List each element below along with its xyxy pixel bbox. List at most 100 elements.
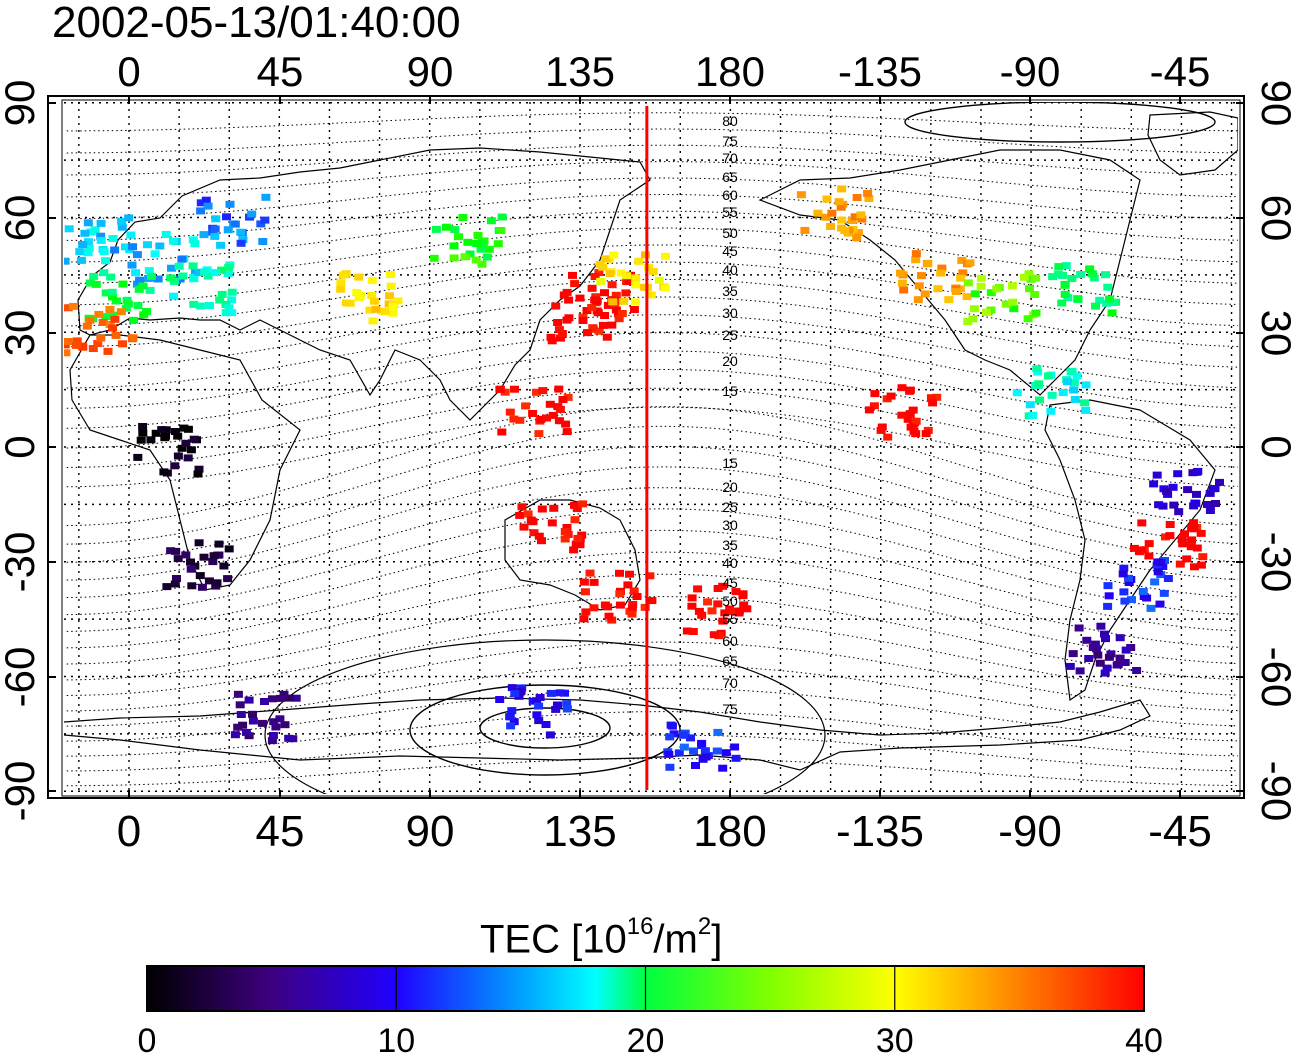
tec-cell [800, 226, 810, 234]
tec-cell [211, 269, 221, 277]
tec-cell [118, 340, 127, 348]
tec-cell [267, 695, 277, 703]
tec-cell [517, 503, 527, 511]
tec-cell [110, 246, 120, 254]
tec-cell [687, 602, 697, 610]
tec-cell [1154, 501, 1164, 509]
tec-cell [187, 582, 197, 590]
tec-cell [341, 299, 351, 307]
tec-cell [713, 585, 723, 592]
tec-cell [76, 256, 86, 264]
tec-cell [1150, 578, 1160, 586]
tec-cell [458, 214, 468, 221]
tec-cell [1193, 467, 1203, 475]
tec-cell [171, 547, 181, 555]
tec-cell [197, 583, 207, 591]
tec-cell [976, 274, 986, 282]
tec-cell [665, 733, 675, 741]
tec-cell [666, 721, 676, 729]
tec-cell [594, 269, 604, 277]
tec-cell [1065, 662, 1075, 670]
tec-cell [646, 291, 656, 299]
contour-label: 60 [722, 187, 738, 203]
tec-cell [280, 721, 290, 729]
tec-cell [1169, 501, 1179, 509]
tec-cell [1186, 543, 1196, 551]
tec-cell [83, 238, 93, 246]
tec-cell [162, 583, 172, 591]
tec-cell [608, 298, 618, 306]
colorbar-tick-label: 40 [1125, 1022, 1163, 1057]
tec-cell [883, 433, 893, 441]
tec-cell [563, 393, 573, 401]
axis-label: -90 [1000, 48, 1061, 95]
tec-cell [90, 226, 100, 234]
tec-cell [596, 277, 606, 285]
tec-cell [548, 411, 558, 419]
tec-cell [1061, 262, 1071, 270]
tec-cell [585, 569, 595, 577]
tec-cell [1091, 302, 1100, 310]
tec-cell [547, 519, 557, 527]
tec-cell [1168, 483, 1178, 491]
tec-cell [1104, 653, 1114, 661]
tec-cell [1001, 300, 1011, 308]
tec-cell [1102, 664, 1112, 672]
tec-cell [720, 609, 730, 617]
tec-cell [170, 580, 180, 588]
tec-cell [224, 545, 234, 553]
tec-cell [555, 689, 565, 697]
tec-cell [712, 747, 722, 755]
tec-cell [1191, 499, 1201, 507]
tec-cell [80, 229, 90, 237]
tec-cell [718, 617, 728, 625]
colorbar-tick-label: 30 [876, 1022, 914, 1057]
tec-cell [926, 394, 936, 402]
tec-cell [108, 235, 118, 242]
tec-cell [161, 230, 171, 238]
tec-cell [189, 300, 199, 308]
tec-cell [1007, 282, 1017, 290]
tec-cell [388, 309, 398, 317]
colorbar-title: TEC [1016/m2] [480, 908, 722, 962]
tec-cell [905, 386, 915, 394]
tec-cell [196, 207, 206, 215]
colorbar-tick-label: 10 [377, 1022, 415, 1057]
tec-cell [1058, 389, 1068, 397]
map-title: 2002-05-13/01:40:00 [52, 0, 461, 47]
tec-cell [211, 215, 221, 223]
tec-cell [89, 272, 99, 280]
tec-cell [689, 747, 698, 755]
tec-cell [1030, 291, 1040, 298]
tec-cell [260, 698, 269, 705]
tec-cell [1137, 519, 1147, 527]
tec-cell [721, 749, 731, 757]
tec-cell [78, 343, 88, 351]
tec-cell [236, 228, 246, 236]
tec-cell [1103, 602, 1113, 610]
tec-cell [465, 250, 475, 258]
tec-cell [850, 213, 860, 221]
tec-cell [210, 225, 220, 233]
tec-cell [1060, 281, 1070, 289]
tec-cell [623, 581, 633, 589]
tec-cell [1057, 299, 1067, 307]
tec-cell [368, 317, 378, 325]
tec-cell [629, 587, 639, 595]
tec-cell [827, 209, 837, 217]
tec-cell [607, 281, 617, 289]
tec-cell [572, 505, 582, 513]
axis-label: -30 [0, 532, 43, 593]
coastline-antarctica [64, 697, 1151, 771]
tec-cell [133, 453, 143, 461]
tec-cell [138, 423, 148, 430]
tec-cell [460, 253, 470, 261]
axis-label: -60 [0, 647, 43, 708]
tec-cell [569, 546, 579, 554]
tec-cell [1177, 536, 1187, 544]
tec-cell [897, 411, 907, 419]
tec-cell [701, 753, 711, 761]
contour-label: 65 [722, 653, 738, 669]
tec-cell [83, 249, 93, 257]
tec-cell [64, 304, 73, 312]
